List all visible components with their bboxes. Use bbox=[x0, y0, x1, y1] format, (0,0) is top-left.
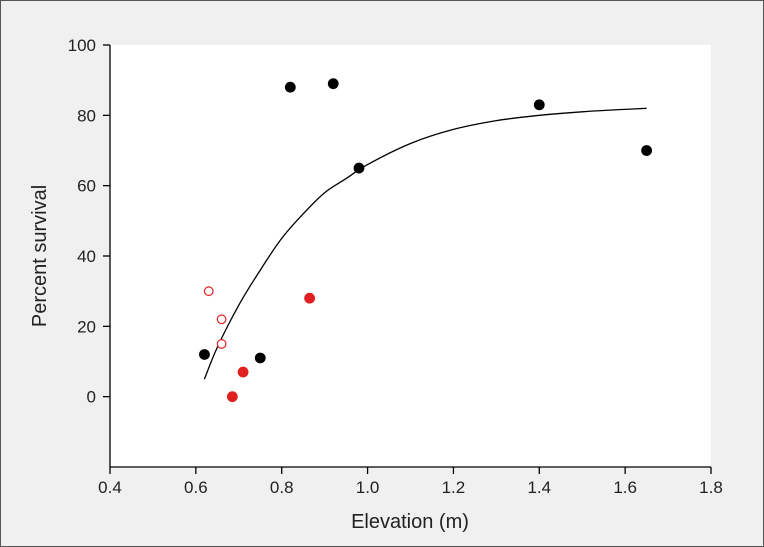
data-point bbox=[353, 162, 365, 174]
data-point bbox=[254, 352, 266, 364]
x-tick-label: 1.8 bbox=[699, 478, 723, 497]
data-point bbox=[284, 81, 296, 93]
data-point bbox=[216, 314, 227, 325]
x-tick-label: 1.0 bbox=[356, 478, 380, 497]
y-tick-label: 100 bbox=[68, 36, 96, 55]
data-point bbox=[237, 366, 249, 378]
data-point bbox=[304, 292, 316, 304]
y-tick-label: 20 bbox=[77, 317, 96, 336]
x-ticks: 0.4 0.6 0.8 1.0 1.2 1.4 1.6 1.8 bbox=[98, 467, 723, 497]
y-tick-label: 60 bbox=[77, 177, 96, 196]
data-point bbox=[216, 339, 227, 349]
x-tick-label: 0.6 bbox=[184, 478, 208, 497]
y-axis-label: Percent survival bbox=[29, 185, 51, 327]
x-tick-label: 1.6 bbox=[613, 478, 637, 497]
data-point bbox=[226, 391, 238, 403]
data-point bbox=[199, 349, 210, 360]
data-point bbox=[641, 145, 653, 156]
x-tick-label: 1.2 bbox=[442, 478, 466, 497]
x-tick-label: 0.8 bbox=[270, 478, 294, 497]
data-point bbox=[533, 99, 545, 111]
x-tick-label: 0.4 bbox=[98, 478, 122, 497]
plot-area bbox=[110, 45, 711, 467]
data-points bbox=[199, 78, 653, 403]
x-axis-label: Elevation (m) bbox=[351, 511, 469, 533]
y-ticks: 0 20 40 60 80 100 bbox=[68, 36, 110, 407]
y-tick-label: 80 bbox=[77, 106, 96, 125]
y-tick-label: 0 bbox=[87, 388, 96, 407]
data-point bbox=[327, 78, 339, 90]
y-tick-label: 40 bbox=[77, 247, 96, 266]
x-tick-label: 1.4 bbox=[527, 478, 551, 497]
data-point bbox=[203, 286, 214, 297]
